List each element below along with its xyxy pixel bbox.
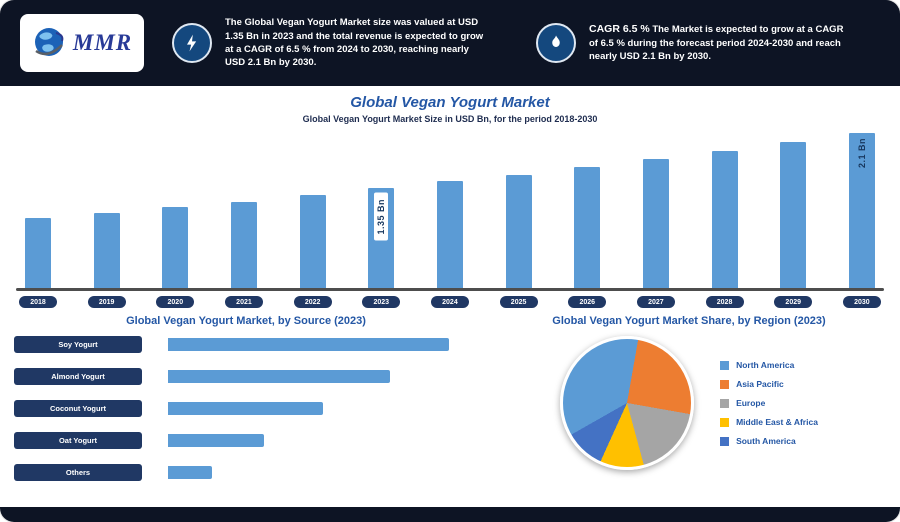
segment-row: Coconut Yogurt bbox=[14, 400, 478, 417]
year-label-2025: 2025 bbox=[499, 296, 538, 308]
segment-label: Almond Yogurt bbox=[14, 368, 142, 385]
region-chart-title: Global Vegan Yogurt Market Share, by Reg… bbox=[552, 315, 826, 327]
segment-chart-title: Global Vegan Yogurt Market, by Source (2… bbox=[126, 315, 366, 327]
segment-chart-rows: Soy Yogurt Almond Yogurt Coconut Yogurt Oat… bbox=[14, 336, 478, 481]
bar-2028 bbox=[711, 151, 738, 288]
bar-2018 bbox=[25, 218, 51, 288]
market-size-summary: The Global Vegan Yogurt Market size was … bbox=[225, 17, 484, 69]
legend-swatch bbox=[720, 379, 730, 389]
legend-label: Middle East & Africa bbox=[736, 417, 818, 427]
logo-text: MMR bbox=[72, 30, 133, 55]
legend-label: Europe bbox=[736, 398, 766, 408]
cagr-text: The Market is expected to grow at a CAGR… bbox=[589, 24, 844, 63]
bar-2029 bbox=[780, 142, 807, 288]
legend-swatch bbox=[720, 436, 730, 446]
region-legend: North America Asia Pacific Europe Middle Ea… bbox=[720, 360, 818, 446]
bar-2025 bbox=[505, 175, 532, 288]
segment-bar bbox=[168, 338, 449, 351]
region-pie bbox=[560, 336, 695, 470]
globe-icon bbox=[34, 28, 64, 56]
region-chart: Global Vegan Yogurt Market Share, by Reg… bbox=[478, 315, 900, 507]
legend-label: North America bbox=[736, 360, 795, 370]
bar-2026 bbox=[574, 167, 601, 288]
bar-2024 bbox=[436, 181, 463, 288]
year-label-2026: 2026 bbox=[568, 296, 607, 308]
year-label-2028: 2028 bbox=[705, 296, 744, 308]
segment-label: Soy Yogurt bbox=[14, 336, 142, 353]
bar-value-label: 1.35 Bn bbox=[374, 193, 389, 241]
legend-item: Europe bbox=[720, 398, 818, 408]
year-label-2024: 2024 bbox=[430, 296, 469, 308]
bar-2021 bbox=[230, 202, 257, 288]
segment-label: Coconut Yogurt bbox=[14, 400, 142, 417]
footer-bar bbox=[0, 507, 900, 522]
cagr-stat: CAGR 6.5 % The Market is expected to gro… bbox=[536, 22, 854, 63]
legend-swatch bbox=[720, 398, 730, 408]
bottom-sections: Global Vegan Yogurt Market, by Source (2… bbox=[0, 315, 900, 507]
cagr-value: CAGR 6.5 % bbox=[589, 23, 650, 36]
year-label-2018: 2018 bbox=[19, 296, 57, 308]
segment-row: Oat Yogurt bbox=[14, 432, 478, 449]
bar-value-label: 2.1 Bn bbox=[856, 138, 867, 169]
bar-2020 bbox=[162, 207, 189, 288]
year-label-2021: 2021 bbox=[224, 296, 263, 308]
year-label-2027: 2027 bbox=[636, 296, 675, 308]
bar-2022 bbox=[299, 195, 326, 288]
bar-2019 bbox=[93, 213, 120, 288]
column-chart: 1.35 Bn 2.1 Bn 2018 2019 2020 2021 2022 2023 20… bbox=[16, 128, 884, 308]
year-label-2030: 2030 bbox=[842, 296, 881, 308]
year-label-2020: 2020 bbox=[156, 296, 195, 308]
lightning-icon bbox=[172, 23, 212, 63]
segment-row: Others bbox=[14, 464, 478, 481]
segment-chart: Global Vegan Yogurt Market, by Source (2… bbox=[0, 315, 478, 507]
column-chart-bars: 1.35 Bn 2.1 Bn bbox=[16, 128, 884, 288]
bar-2027 bbox=[642, 159, 669, 288]
segment-row: Soy Yogurt bbox=[14, 336, 478, 353]
flame-icon bbox=[536, 23, 576, 63]
year-label-2022: 2022 bbox=[293, 296, 332, 308]
segment-bar bbox=[168, 434, 264, 447]
segment-bar bbox=[168, 370, 390, 383]
cagr-summary: CAGR 6.5 % The Market is expected to gro… bbox=[589, 22, 854, 63]
legend-swatch bbox=[720, 417, 730, 427]
mmr-logo: MMR bbox=[20, 14, 144, 72]
segment-label: Others bbox=[14, 464, 142, 481]
market-size-stat: The Global Vegan Yogurt Market size was … bbox=[172, 16, 490, 69]
legend-item: North America bbox=[720, 360, 818, 370]
page-title: Global Vegan Yogurt Market bbox=[350, 94, 550, 111]
segment-row: Almond Yogurt bbox=[14, 368, 478, 385]
legend-item: Middle East & Africa bbox=[720, 417, 818, 427]
page-subtitle: Global Vegan Yogurt Market Size in USD B… bbox=[302, 114, 598, 124]
legend-swatch bbox=[720, 360, 730, 370]
bar-2030: 2.1 Bn bbox=[848, 133, 875, 288]
pie-area: North America Asia Pacific Europe Middle Ea… bbox=[478, 336, 900, 470]
legend-item: Asia Pacific bbox=[720, 379, 818, 389]
column-chart-years: 2018 2019 2020 2021 2022 2023 2024 2025 2026 2027… bbox=[16, 296, 884, 308]
bar-2023: 1.35 Bn bbox=[368, 188, 395, 288]
year-label-2029: 2029 bbox=[774, 296, 813, 308]
year-label-2019: 2019 bbox=[87, 296, 126, 308]
header: MMR The Global Vegan Yogurt Market size … bbox=[0, 0, 900, 86]
legend-label: Asia Pacific bbox=[736, 379, 784, 389]
year-label-2023: 2023 bbox=[362, 296, 401, 308]
segment-bar bbox=[168, 466, 212, 479]
legend-label: South America bbox=[736, 436, 796, 446]
segment-bar bbox=[168, 402, 323, 415]
legend-item: South America bbox=[720, 436, 818, 446]
x-axis bbox=[16, 288, 884, 291]
segment-label: Oat Yogurt bbox=[14, 432, 142, 449]
